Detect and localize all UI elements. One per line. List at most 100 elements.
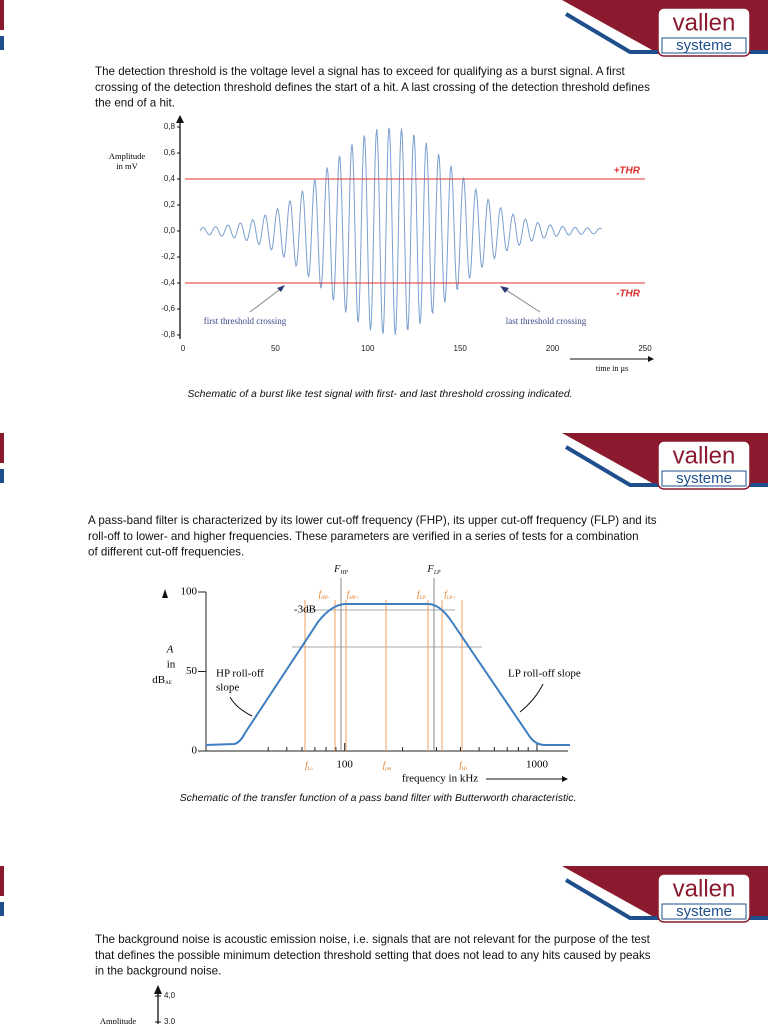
- logo-bottom: systeme: [676, 903, 732, 920]
- annotation-arrow: [229, 696, 253, 717]
- threshold-label: -THR: [616, 289, 641, 300]
- annotation-arrow: [519, 683, 544, 713]
- mark-label: fLo: [305, 760, 313, 772]
- y-tick-label: -0,8: [161, 330, 175, 339]
- y-tick-label: 0,8: [164, 122, 176, 131]
- axis-arrow: [162, 589, 168, 598]
- mark-label: fLP+: [444, 589, 456, 601]
- x-tick-label: 0: [181, 344, 186, 353]
- mark-label-sub: Lo: [307, 767, 314, 772]
- logo-bottom: systeme: [676, 470, 732, 487]
- x-tick-label: 100: [336, 759, 353, 771]
- y-axis-label: dBAE: [152, 674, 172, 687]
- caption: Schematic of a burst like test signal wi…: [187, 388, 572, 400]
- annotation: first threshold crossing: [204, 316, 287, 326]
- x-tick-label: 1000: [526, 759, 549, 771]
- y-tick-label: 0,2: [164, 200, 176, 209]
- annotation: last threshold crossing: [506, 316, 587, 326]
- y-tick-label: -0,2: [161, 252, 175, 261]
- paragraph-line: The background noise is acoustic emissio…: [95, 933, 651, 946]
- y-tick-label: 4,0: [164, 991, 176, 1000]
- mark-label-sub: HP+: [348, 596, 359, 601]
- y-axis-label: in mV: [116, 161, 138, 171]
- y-axis-label: A: [166, 644, 174, 656]
- arrow-head: [500, 286, 509, 293]
- mark-label-main: f: [459, 760, 463, 770]
- y-tick-label: 0,6: [164, 148, 176, 157]
- paragraph-line: in the background noise.: [95, 964, 221, 977]
- y-tick-label: 50: [186, 665, 198, 677]
- mark-label-main: f: [319, 589, 323, 599]
- mark-label-sub: LP: [433, 570, 441, 576]
- y-tick-label: -0,6: [161, 304, 175, 313]
- paragraph-line: the end of a hit.: [95, 96, 175, 109]
- mark-label: fHP+: [347, 589, 359, 601]
- mark-label-sub: HP-: [320, 596, 330, 601]
- mark-label: fHi: [459, 760, 467, 772]
- paragraph-line: The detection threshold is the voltage l…: [95, 65, 626, 78]
- banner-shape: [0, 431, 768, 491]
- x-tick-label: 200: [546, 344, 560, 353]
- y-tick-label: -0,4: [161, 278, 175, 287]
- mark-label-main: f: [417, 589, 421, 599]
- x-tick-label: 150: [454, 344, 468, 353]
- y-axis-label-main: dB: [152, 674, 165, 686]
- mark-label-sub: HP: [339, 570, 348, 576]
- annotation: HP roll-off: [216, 668, 264, 680]
- paragraph-line: crossing of the detection threshold defi…: [95, 81, 650, 94]
- mark-label-main: F: [333, 564, 341, 575]
- waveform: [199, 127, 602, 335]
- mark-label-sub: Hi: [461, 767, 468, 772]
- x-tick-label: 100: [361, 344, 375, 353]
- banner-shape: [0, 864, 768, 924]
- mark-label-main: f: [305, 760, 309, 770]
- mark-label: fHP-: [319, 589, 330, 601]
- y-axis-label: Amplitude: [100, 1016, 137, 1024]
- mark-label-sub: LP-: [419, 596, 428, 601]
- x-tick-label: 250: [638, 344, 652, 353]
- caption: Schematic of the transfer function of a …: [180, 792, 577, 804]
- annotation-arrow: [502, 287, 541, 313]
- annotation-arrow: [249, 286, 284, 313]
- x-axis-label: time in µs: [596, 364, 628, 373]
- transfer-curve: [205, 603, 570, 746]
- logo-bottom: systeme: [676, 37, 732, 54]
- mark-label: FHP: [333, 564, 349, 576]
- logo-top: vallen: [673, 875, 736, 902]
- mark-label-main: f: [444, 589, 448, 599]
- x-axis-label: frequency in kHz: [402, 773, 478, 785]
- mark-label-main: F: [426, 564, 434, 575]
- y-tick-label: 0: [192, 745, 198, 757]
- y-tick-label: 100: [181, 586, 198, 598]
- axis-arrow: [154, 985, 162, 994]
- mark-label-main: f: [347, 589, 351, 599]
- axis-arrow: [562, 776, 568, 782]
- annotation: -3dB: [294, 604, 316, 616]
- mark-label: fLP-: [417, 589, 427, 601]
- y-axis-label: Amplitude: [109, 151, 146, 161]
- paragraph-line: that defines the possible minimum detect…: [95, 949, 651, 962]
- arrow-head: [277, 285, 285, 292]
- y-axis-label-sub: AE: [165, 681, 172, 686]
- mark-label-sub: LP+: [446, 596, 456, 601]
- threshold-label: +THR: [614, 166, 641, 177]
- x-tick-label: 50: [271, 344, 280, 353]
- banner-shape: [0, 0, 768, 58]
- mark-label: fpm: [383, 760, 392, 772]
- mark-label-sub: pm: [384, 767, 391, 772]
- axis-arrow: [176, 115, 184, 123]
- y-tick-label: 0,4: [164, 174, 176, 183]
- logo-top: vallen: [673, 9, 736, 36]
- mark-label: FLP: [426, 564, 441, 576]
- y-tick-label: 0,0: [164, 226, 176, 235]
- annotation: slope: [216, 682, 239, 694]
- paragraph-line: A pass-band filter is characterized by i…: [88, 514, 657, 527]
- logo-top: vallen: [673, 442, 736, 469]
- y-axis-label: in: [167, 659, 176, 671]
- paragraph-line: of different cut-off frequencies.: [88, 545, 244, 558]
- annotation: LP roll-off slope: [508, 668, 581, 680]
